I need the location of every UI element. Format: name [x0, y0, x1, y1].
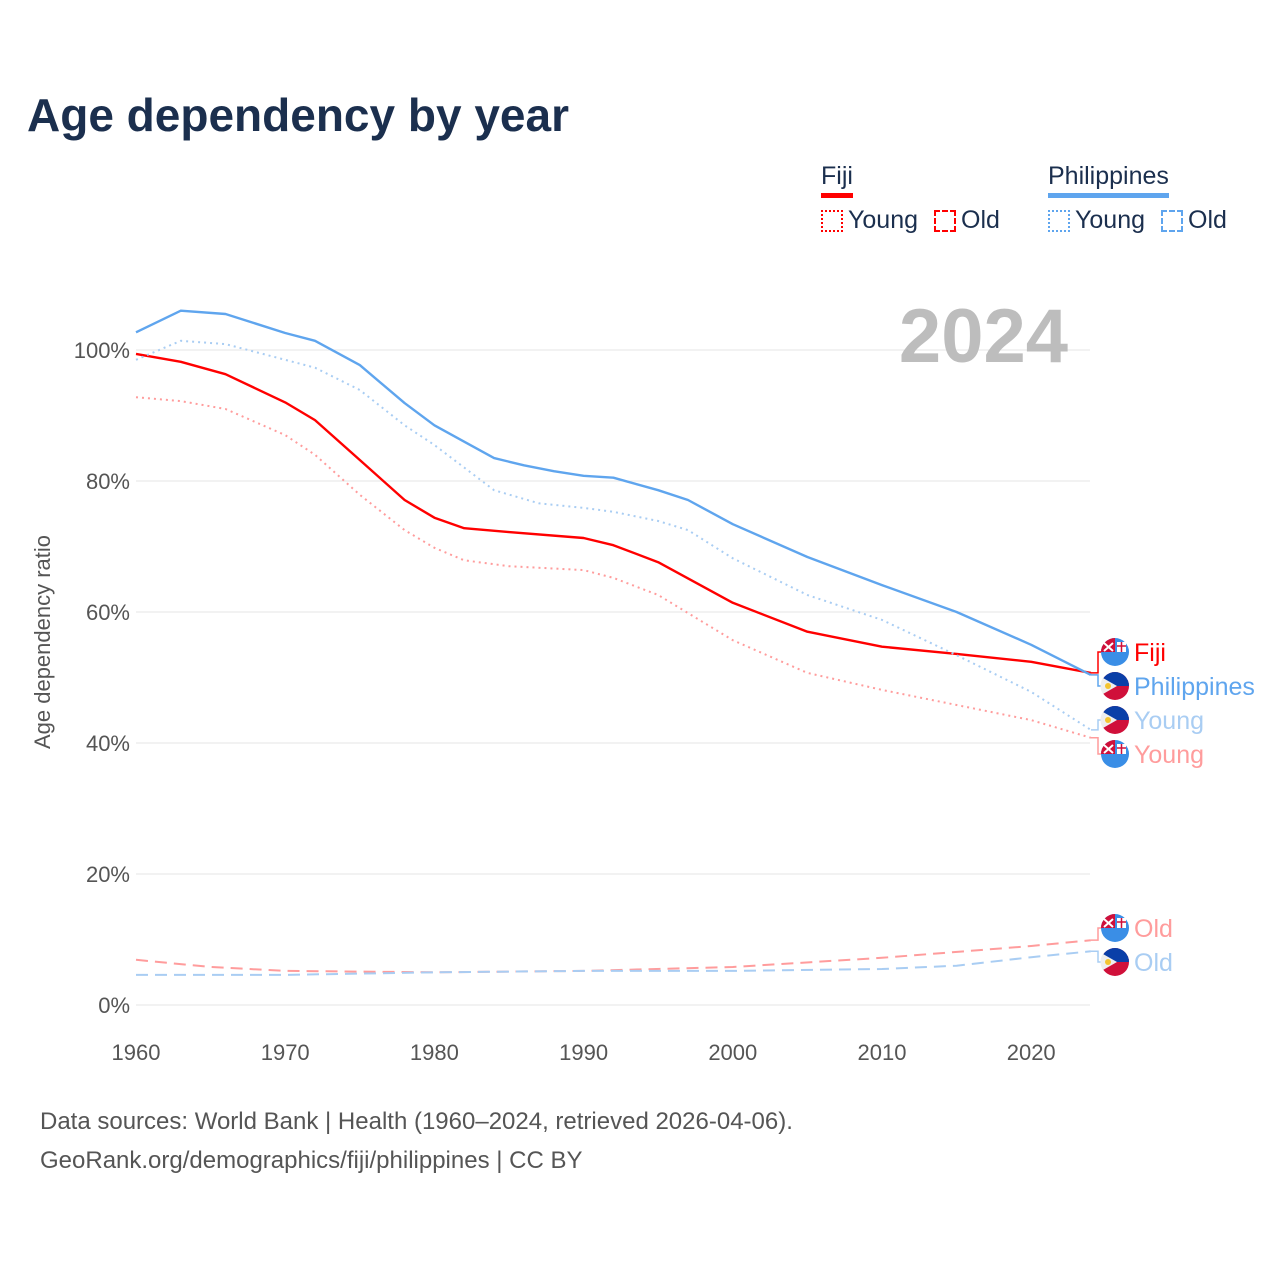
- legend-fiji-old[interactable]: Old: [934, 206, 1000, 235]
- legend-label: Old: [961, 206, 1000, 234]
- legend-philippines: Philippines Young Old: [1048, 162, 1227, 235]
- y-tick-label: 100%: [74, 338, 130, 363]
- series-line-fiji-young: [135, 396, 1092, 739]
- dashed-swatch-icon: [934, 209, 956, 232]
- philippines-flag-icon: [1100, 948, 1129, 976]
- dotted-swatch-icon: [821, 209, 843, 232]
- legend-label: Young: [848, 206, 918, 234]
- dashed-swatch-icon: [1161, 209, 1183, 232]
- x-tick-label: 2000: [708, 1040, 757, 1065]
- y-tick-label: 40%: [86, 731, 130, 756]
- chart-title: Age dependency by year: [27, 89, 569, 141]
- philippines-flag-icon: [1100, 706, 1129, 734]
- x-tick-label: 1990: [559, 1040, 608, 1065]
- y-tick-label: 20%: [86, 862, 130, 887]
- series-end-label: Young: [1134, 707, 1204, 735]
- series-line-fiji-old: [135, 939, 1091, 974]
- legend-philippines-title: Philippines: [1048, 162, 1169, 198]
- y-axis-label: Age dependency ratio: [30, 535, 55, 749]
- series-end-label: Young: [1134, 741, 1204, 769]
- x-tick-label: 2020: [1007, 1040, 1056, 1065]
- series-line-philippines-old: [136, 950, 1091, 976]
- y-tick-label: 60%: [86, 600, 130, 625]
- philippines-flag-icon: [1100, 672, 1129, 700]
- x-tick-label: 1980: [410, 1040, 459, 1065]
- y-tick-label: 80%: [86, 469, 130, 494]
- series-line-fiji: [135, 352, 1092, 675]
- fiji-flag-icon: [1101, 914, 1129, 942]
- legend-philippines-young[interactable]: Young: [1048, 206, 1145, 235]
- source-line-1: Data sources: World Bank | Health (1960–…: [40, 1108, 793, 1135]
- year-badge: 2024: [899, 294, 1068, 379]
- legend-label: Old: [1188, 206, 1227, 234]
- fiji-flag-icon: [1101, 638, 1129, 666]
- x-tick-label: 2010: [858, 1040, 907, 1065]
- series-line-philippines: [135, 309, 1092, 676]
- series-end-label: Philippines: [1134, 673, 1255, 701]
- series-end-label: Old: [1134, 915, 1173, 943]
- legend-philippines-old[interactable]: Old: [1161, 206, 1227, 235]
- fiji-flag-icon: [1101, 740, 1129, 768]
- legend-label: Young: [1075, 206, 1145, 234]
- legend-fiji-young[interactable]: Young: [821, 206, 918, 235]
- x-tick-label: 1960: [112, 1040, 161, 1065]
- y-tick-label: 0%: [98, 993, 130, 1018]
- series-end-label: Old: [1134, 949, 1173, 977]
- dotted-swatch-icon: [1048, 209, 1070, 232]
- x-tick-label: 1970: [261, 1040, 310, 1065]
- source-line-2: GeoRank.org/demographics/fiji/philippine…: [40, 1147, 583, 1174]
- legend-fiji-title: Fiji: [821, 162, 853, 198]
- series-end-label: Fiji: [1134, 639, 1166, 667]
- legend-fiji: Fiji Young Old: [821, 162, 1000, 235]
